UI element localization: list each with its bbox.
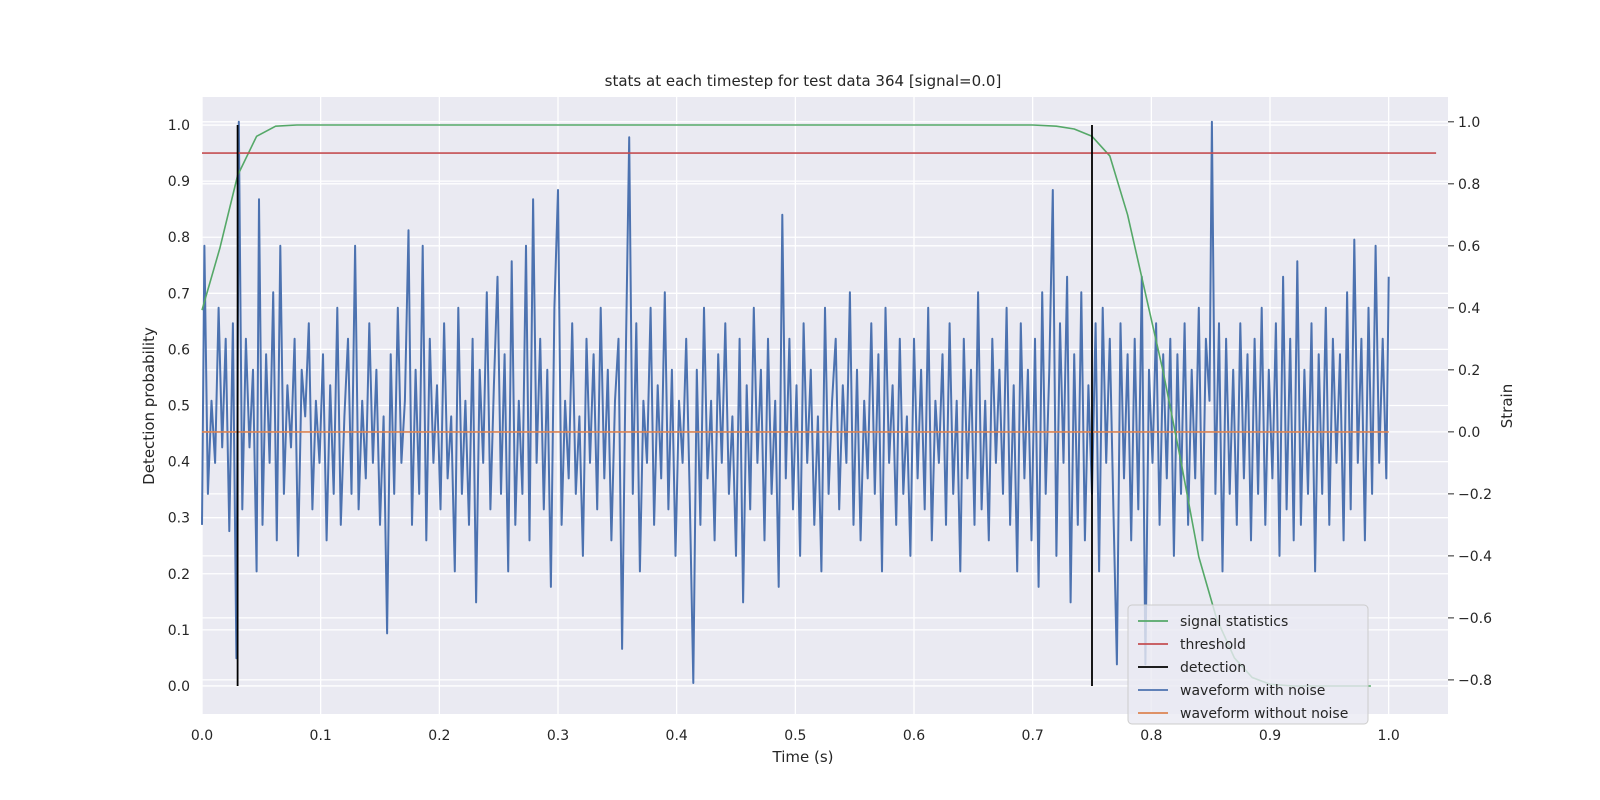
y-axis-label: Detection probability xyxy=(140,327,158,485)
x-tick-label: 0.1 xyxy=(310,728,332,744)
x-tick-label: 0.2 xyxy=(428,728,450,744)
y2-tick-label: −0.2 xyxy=(1458,487,1492,503)
y-tick-label: 0.9 xyxy=(168,174,190,190)
legend-label: threshold xyxy=(1180,637,1246,653)
y-tick-label: 0.4 xyxy=(168,455,190,471)
y-tick-label: 0.5 xyxy=(168,399,190,415)
y-tick-label: 0.1 xyxy=(168,623,190,639)
chart-title: stats at each timestep for test data 364… xyxy=(605,72,1002,90)
x-tick-label: 0.3 xyxy=(547,728,569,744)
x-axis-label: Time (s) xyxy=(772,748,834,766)
y-tick-label: 0.8 xyxy=(168,230,190,246)
x-tick-label: 0.9 xyxy=(1259,728,1281,744)
x-tick-label: 0.5 xyxy=(784,728,806,744)
legend: signal statistics threshold detection wavef… xyxy=(1127,604,1369,725)
y2-tick-label: −0.8 xyxy=(1458,673,1492,689)
x-tick-label: 0.6 xyxy=(903,728,925,744)
y-tick-label: 0.7 xyxy=(168,286,190,302)
legend-frame xyxy=(1127,604,1369,725)
x-tick-label: 0.8 xyxy=(1140,728,1162,744)
y2-axis-ticks: −0.8 −0.6 −0.4 −0.2 0.0 0.2 0.4 0.6 0.8 1.0 xyxy=(1448,115,1492,689)
legend-label: signal statistics xyxy=(1180,614,1288,630)
x-tick-label: 0.4 xyxy=(666,728,688,744)
y2-axis-label: Strain xyxy=(1498,384,1516,428)
y2-tick-label: −0.6 xyxy=(1458,611,1492,627)
y-tick-label: 0.6 xyxy=(168,342,190,358)
y-tick-label: 1.0 xyxy=(168,118,190,134)
y-tick-label: 0.3 xyxy=(168,511,190,527)
y2-tick-label: −0.4 xyxy=(1458,549,1492,565)
y2-tick-label: 0.4 xyxy=(1458,301,1480,317)
legend-label: detection xyxy=(1180,660,1246,676)
y2-tick-label: 0.0 xyxy=(1458,425,1480,441)
y2-tick-label: 0.6 xyxy=(1458,239,1480,255)
y2-tick-label: 1.0 xyxy=(1458,115,1480,131)
y2-tick-label: 0.2 xyxy=(1458,363,1480,379)
series-waveform-with-noise xyxy=(201,120,1390,684)
y2-tick-label: 0.8 xyxy=(1458,177,1480,193)
y-axis-ticks: 0.0 0.1 0.2 0.3 0.4 0.5 0.6 0.7 0.8 0.9 1.0 xyxy=(168,118,190,695)
legend-label: waveform with noise xyxy=(1180,683,1325,699)
x-axis-ticks: 0.0 0.1 0.2 0.3 0.4 0.5 0.6 0.7 0.8 0.9 1.0 xyxy=(191,728,1400,744)
x-tick-label: 0.0 xyxy=(191,728,213,744)
y-tick-label: 0.2 xyxy=(168,567,190,583)
y-tick-label: 0.0 xyxy=(168,679,190,695)
legend-label: waveform without noise xyxy=(1180,706,1348,722)
x-tick-label: 0.7 xyxy=(1022,728,1044,744)
x-tick-label: 1.0 xyxy=(1378,728,1400,744)
